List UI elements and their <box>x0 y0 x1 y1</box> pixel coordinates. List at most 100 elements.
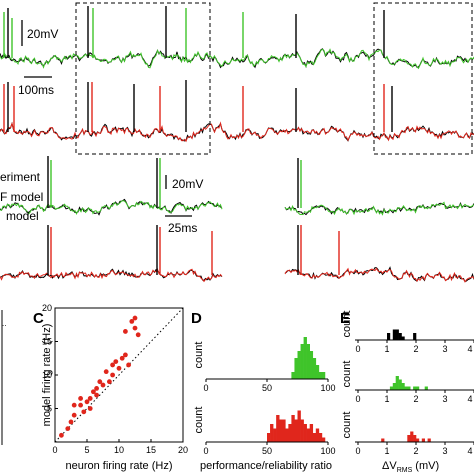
histogram-d-bars <box>267 337 326 442</box>
trace-a-red-model <box>0 121 474 143</box>
histogram-bar <box>291 372 295 379</box>
histogram-bar <box>300 344 304 379</box>
histogram-bar <box>315 428 320 442</box>
histogram-bar <box>267 433 271 442</box>
scalebar-time-a-label: 100ms <box>18 83 54 97</box>
histogram-e-tick-label: 4 <box>467 344 472 354</box>
histogram-bar <box>318 372 323 379</box>
histogram-e-x-label-unit: (mV) <box>412 460 439 472</box>
histogram-bar <box>389 386 394 390</box>
histogram-e-tick-label: 2 <box>413 446 418 456</box>
histogram-bar <box>398 379 402 390</box>
histogram-bar <box>407 386 411 390</box>
trace-b-red-2-model <box>284 267 474 283</box>
histogram-bar <box>401 336 405 340</box>
scatter-point <box>123 352 128 358</box>
histogram-bar <box>318 433 323 442</box>
scatter-point <box>94 386 99 391</box>
histogram-bar <box>392 329 396 340</box>
histogram-d-x-label: performance/reliability ratio <box>200 460 332 472</box>
histogram-bar <box>427 438 431 442</box>
histogram-bar <box>306 428 310 442</box>
scatter-point <box>110 362 115 368</box>
histogram-bar <box>282 419 286 442</box>
legend-red-model: model <box>6 209 39 223</box>
histogram-bar <box>321 372 326 379</box>
histogram-e-tick-label: 4 <box>467 446 472 456</box>
histogram-bar <box>279 419 283 442</box>
histogram-bar <box>407 435 411 442</box>
histogram-d-tick-label: 0 <box>203 446 208 456</box>
zoom-box-right <box>373 2 473 155</box>
scatter-x-tick-label: 0 <box>52 445 57 455</box>
histogram-bar <box>381 438 385 442</box>
scalebar-voltage-a-label: 20mV <box>27 27 58 41</box>
histogram-bar <box>276 415 280 442</box>
identity-line <box>54 307 184 443</box>
histogram-bar <box>294 358 298 379</box>
trace-a-green-experiment <box>0 48 474 69</box>
histogram-e-bars <box>381 329 431 442</box>
histogram-e-tick-label: 3 <box>442 446 447 456</box>
histogram-d-tick-label: 50 <box>262 383 272 393</box>
scatter-x-label: neuron firing rate (Hz) <box>66 460 173 472</box>
legend-experiment: eriment <box>0 170 41 184</box>
panel-label-e: E <box>340 310 350 327</box>
histogram-bar <box>392 383 396 390</box>
histogram-e-tick-label: 1 <box>384 446 389 456</box>
scatter-ticks: 0 5 10 15 20 5 10 15 20 <box>42 303 188 455</box>
histogram-d-tick-label: 50 <box>262 446 272 456</box>
histogram-e-count-label-3: count <box>341 412 353 439</box>
histogram-bar <box>288 424 292 442</box>
trace-b-green-2-experiment <box>284 201 474 216</box>
scatter-point <box>68 419 74 425</box>
scatter-point <box>123 329 128 334</box>
histogram-bar <box>424 386 428 390</box>
histogram-bar <box>416 438 420 442</box>
histogram-e-tick-label: 1 <box>384 344 389 354</box>
cutoff-axis-dots: .. <box>2 319 6 328</box>
histogram-bar <box>410 431 414 442</box>
scatter-point <box>78 396 83 401</box>
scalebar-time-b-label: 25ms <box>168 221 197 235</box>
scatter-point <box>126 362 131 368</box>
histogram-d-tick-label: 100 <box>320 383 335 393</box>
histogram-e-tick-label: 2 <box>413 394 418 404</box>
scatter-y-tick-label: 10 <box>42 370 52 380</box>
histogram-bar <box>285 428 289 442</box>
histogram-d-bottom-count-label: count <box>193 407 205 434</box>
histogram-bar <box>404 386 408 390</box>
scatter-point <box>78 402 83 408</box>
scatter-point <box>116 365 122 371</box>
histogram-bar <box>395 376 399 390</box>
scatter-point <box>81 409 87 415</box>
scatter-point <box>100 382 106 388</box>
scatter-y-tick-label: 15 <box>42 337 52 347</box>
histogram-e-ticks: 0 1 2 3 4 0 1 2 3 4 0 1 2 3 4 <box>355 340 474 456</box>
histogram-e-tick-label: 3 <box>442 394 447 404</box>
histogram-bar <box>300 419 304 442</box>
scatter-point <box>59 432 64 438</box>
histogram-e-tick-label: 0 <box>355 446 360 456</box>
histogram-bar <box>413 386 417 390</box>
histogram-bar <box>416 386 420 390</box>
scatter-point <box>129 319 135 324</box>
panel-label-d: D <box>191 310 202 327</box>
histogram-bar <box>309 424 314 442</box>
scatter-point <box>94 392 99 398</box>
scatter-point <box>132 325 138 331</box>
scatter-x-tick-label: 5 <box>84 445 89 455</box>
legend-green-model: F model <box>0 190 43 204</box>
scatter-points <box>59 315 141 438</box>
histogram-d-top-count-label: count <box>193 342 205 369</box>
scatter-point <box>84 399 90 405</box>
histogram-bar <box>303 337 307 379</box>
histogram-bar <box>413 435 417 442</box>
panel-label-c: C <box>33 310 44 327</box>
scatter-y-label: model firing rate (Hz) <box>41 324 53 427</box>
histogram-bar <box>413 333 417 340</box>
voltage-traces <box>0 6 474 283</box>
histogram-bar <box>421 438 425 442</box>
histogram-e-tick-label: 1 <box>384 394 389 404</box>
